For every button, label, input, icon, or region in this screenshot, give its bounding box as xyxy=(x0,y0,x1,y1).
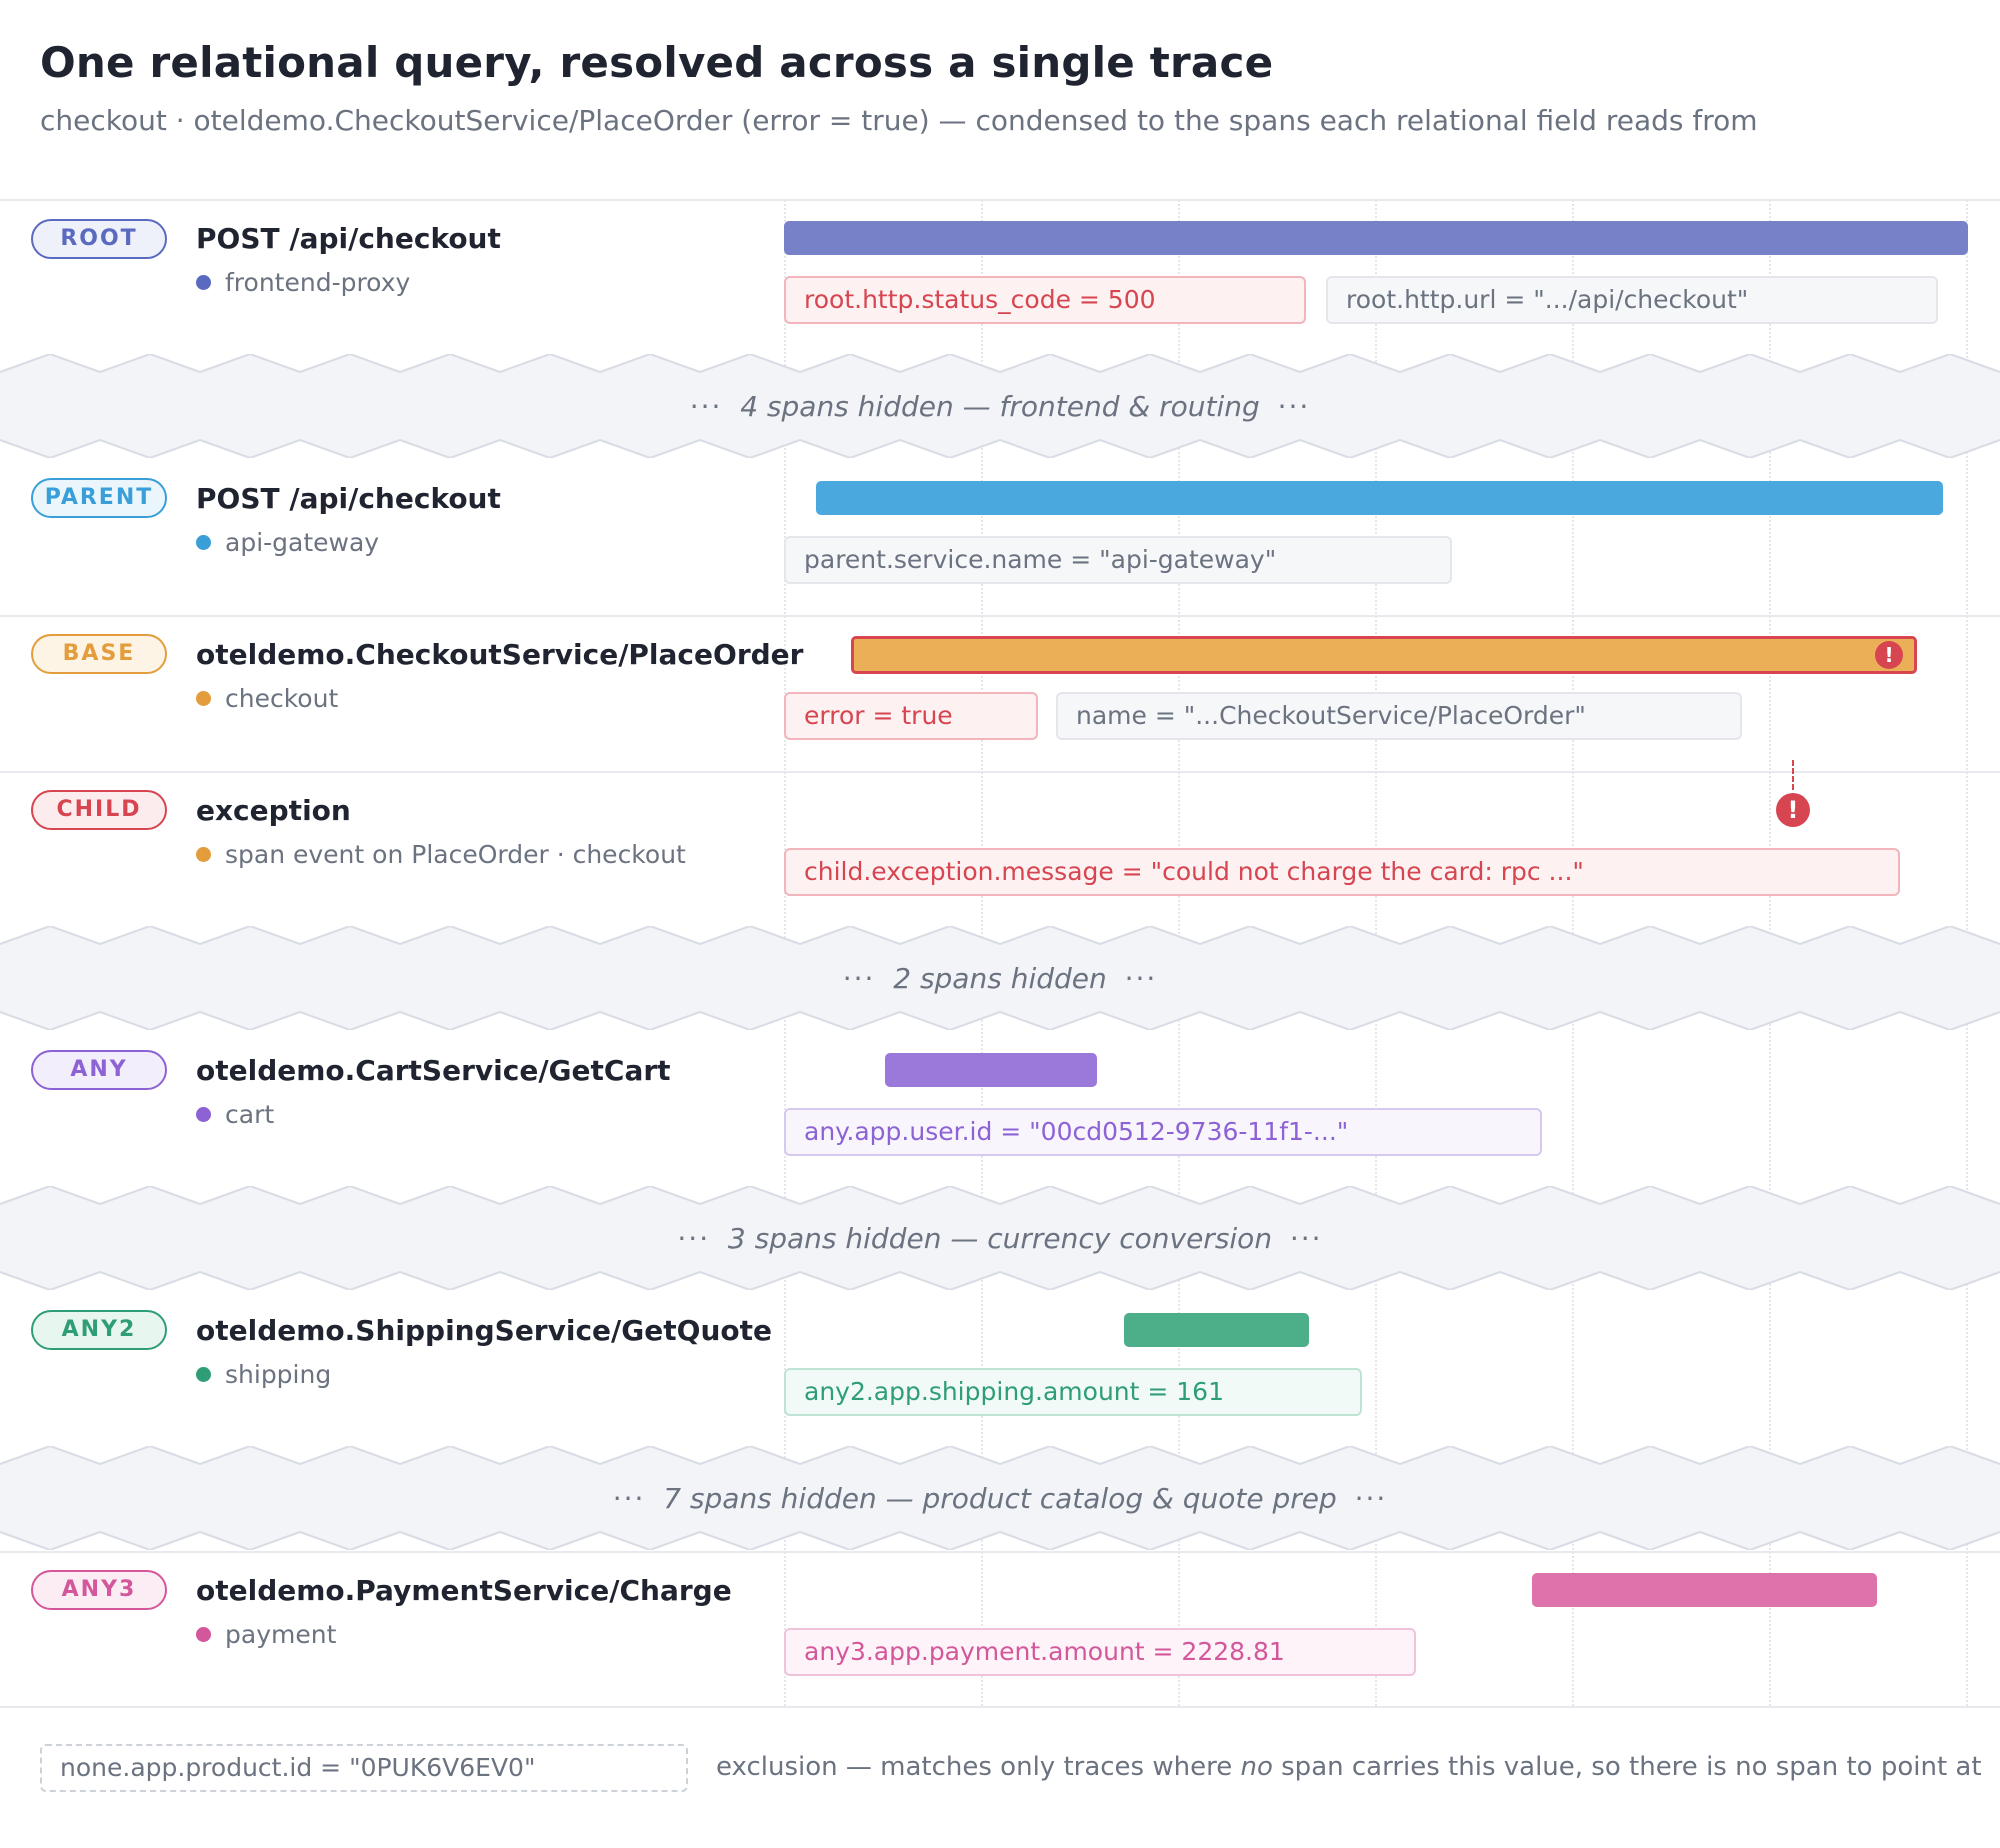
hidden-spans-label: ··· 3 spans hidden — currency conversion… xyxy=(0,1222,2000,1255)
exclusion-note: exclusion — matches only traces where no… xyxy=(716,1752,1982,1782)
collapsed-spans-band[interactable]: ··· 3 spans hidden — currency conversion… xyxy=(0,1186,2000,1290)
role-badge-base: BASE xyxy=(31,634,167,674)
service-color-dot xyxy=(196,1627,211,1642)
ellipsis-icon: ··· xyxy=(1354,1482,1388,1515)
ellipsis-icon: ··· xyxy=(677,1222,711,1255)
collapsed-spans-band[interactable]: ··· 7 spans hidden — product catalog & q… xyxy=(0,1446,2000,1550)
span-name[interactable]: POST /api/checkout xyxy=(196,482,501,515)
span-name[interactable]: oteldemo.PaymentService/Charge xyxy=(196,1574,732,1607)
role-badge-any2: ANY2 xyxy=(31,1310,167,1350)
exception-event-icon[interactable]: ! xyxy=(1776,793,1810,827)
service-name: frontend-proxy xyxy=(225,268,411,297)
ellipsis-icon: ··· xyxy=(612,1482,646,1515)
span-service: cart xyxy=(196,1100,274,1129)
service-color-dot xyxy=(196,847,211,862)
hidden-spans-text: 2 spans hidden xyxy=(893,962,1107,995)
field-chip[interactable]: root.http.url = ".../api/checkout" xyxy=(1326,276,1938,324)
error-icon: ! xyxy=(1875,641,1903,669)
service-name: payment xyxy=(225,1620,337,1649)
hidden-spans-text: 3 spans hidden — currency conversion xyxy=(727,1222,1273,1255)
span-name[interactable]: exception xyxy=(196,794,351,827)
field-chip[interactable]: any2.app.shipping.amount = 161 xyxy=(784,1368,1362,1416)
field-chip[interactable]: error = true xyxy=(784,692,1038,740)
note-text: span carries this value, so there is no … xyxy=(1272,1752,1982,1782)
field-chip[interactable]: root.http.status_code = 500 xyxy=(784,276,1306,324)
ellipsis-icon: ··· xyxy=(689,390,723,423)
ellipsis-icon: ··· xyxy=(1277,390,1311,423)
service-name: api-gateway xyxy=(225,528,380,557)
span-name[interactable]: oteldemo.CheckoutService/PlaceOrder xyxy=(196,638,804,671)
field-chip[interactable]: parent.service.name = "api-gateway" xyxy=(784,536,1452,584)
separator xyxy=(0,1551,2000,1553)
span-bar-any[interactable] xyxy=(884,1053,1097,1087)
hidden-spans-label: ··· 2 spans hidden ··· xyxy=(0,962,2000,995)
hidden-spans-label: ··· 4 spans hidden — frontend & routing … xyxy=(0,390,2000,423)
page-title: One relational query, resolved across a … xyxy=(40,38,1274,87)
service-name: cart xyxy=(225,1100,275,1129)
role-badge-parent: PARENT xyxy=(31,478,167,518)
zigzag-band-shape xyxy=(0,1446,2000,1550)
service-color-dot xyxy=(196,691,211,706)
event-connector xyxy=(1792,760,1794,790)
span-name[interactable]: oteldemo.ShippingService/GetQuote xyxy=(196,1314,772,1347)
span-name[interactable]: oteldemo.CartService/GetCart xyxy=(196,1054,671,1087)
field-chip[interactable]: name = "...CheckoutService/PlaceOrder" xyxy=(1056,692,1742,740)
span-service: payment xyxy=(196,1620,336,1649)
service-name: shipping xyxy=(225,1360,332,1389)
hidden-spans-text: 4 spans hidden — frontend & routing xyxy=(740,390,1260,423)
span-name[interactable]: POST /api/checkout xyxy=(196,222,501,255)
ellipsis-icon: ··· xyxy=(1289,1222,1323,1255)
page-subtitle: checkout · oteldemo.CheckoutService/Plac… xyxy=(40,104,1758,137)
span-service: checkout xyxy=(196,684,338,713)
span-bar-base[interactable] xyxy=(851,636,1918,674)
ellipsis-icon: ··· xyxy=(1124,962,1158,995)
field-chip[interactable]: any3.app.payment.amount = 2228.81 xyxy=(784,1628,1416,1676)
service-color-dot xyxy=(196,1367,211,1382)
span-service: span event on PlaceOrder · checkout xyxy=(196,840,686,869)
role-badge-child: CHILD xyxy=(31,790,167,830)
separator xyxy=(0,199,2000,201)
ellipsis-icon: ··· xyxy=(842,962,876,995)
note-emphasis: no xyxy=(1240,1752,1273,1782)
service-name: span event on PlaceOrder · checkout xyxy=(225,840,686,869)
zigzag-band-shape xyxy=(0,354,2000,458)
role-badge-root: ROOT xyxy=(31,219,167,259)
field-chip[interactable]: child.exception.message = "could not cha… xyxy=(784,848,1900,896)
collapsed-spans-band[interactable]: ··· 2 spans hidden ··· xyxy=(0,926,2000,1030)
span-bar-any3[interactable] xyxy=(1532,1573,1877,1607)
span-bar-root[interactable] xyxy=(784,221,1968,255)
role-badge-any: ANY xyxy=(31,1050,167,1090)
zigzag-band-shape xyxy=(0,926,2000,1030)
span-service: shipping xyxy=(196,1360,331,1389)
zigzag-band-shape xyxy=(0,1186,2000,1290)
separator xyxy=(0,1706,2000,1708)
span-service: api-gateway xyxy=(196,528,379,557)
service-color-dot xyxy=(196,275,211,290)
hidden-spans-label: ··· 7 spans hidden — product catalog & q… xyxy=(0,1482,2000,1515)
service-name: checkout xyxy=(225,684,339,713)
exclusion-field-chip[interactable]: none.app.product.id = "0PUK6V6EV0" xyxy=(40,1744,688,1792)
hidden-spans-text: 7 spans hidden — product catalog & quote… xyxy=(663,1482,1337,1515)
span-service: frontend-proxy xyxy=(196,268,410,297)
service-color-dot xyxy=(196,1107,211,1122)
span-bar-parent[interactable] xyxy=(815,481,1944,515)
span-bar-any2[interactable] xyxy=(1123,1313,1309,1347)
role-badge-any3: ANY3 xyxy=(31,1570,167,1610)
note-text: exclusion — matches only traces where xyxy=(716,1752,1241,1782)
field-chip[interactable]: any.app.user.id = "00cd0512-9736-11f1-..… xyxy=(784,1108,1542,1156)
collapsed-spans-band[interactable]: ··· 4 spans hidden — frontend & routing … xyxy=(0,354,2000,458)
separator xyxy=(0,771,2000,773)
service-color-dot xyxy=(196,535,211,550)
separator xyxy=(0,615,2000,617)
